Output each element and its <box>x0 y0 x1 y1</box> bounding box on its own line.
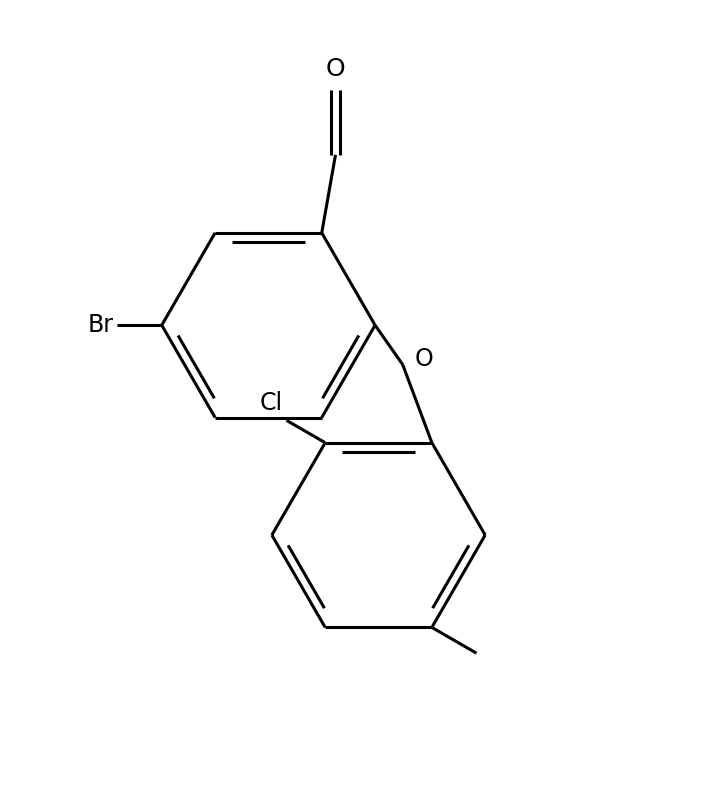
Text: Br: Br <box>88 313 114 337</box>
Text: O: O <box>326 58 345 81</box>
Text: O: O <box>415 348 434 371</box>
Text: Cl: Cl <box>260 391 283 414</box>
